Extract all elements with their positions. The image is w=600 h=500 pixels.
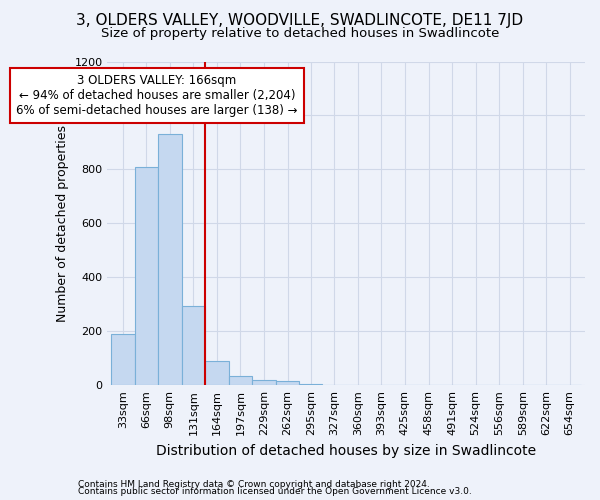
- Text: Size of property relative to detached houses in Swadlincote: Size of property relative to detached ho…: [101, 28, 499, 40]
- Bar: [276, 381, 299, 385]
- Bar: [135, 166, 158, 385]
- Bar: [205, 361, 229, 385]
- Text: 3 OLDERS VALLEY: 166sqm
← 94% of detached houses are smaller (2,204)
6% of semi-: 3 OLDERS VALLEY: 166sqm ← 94% of detache…: [16, 74, 298, 116]
- X-axis label: Distribution of detached houses by size in Swadlincote: Distribution of detached houses by size …: [156, 444, 536, 458]
- Bar: [299, 384, 322, 385]
- Bar: [182, 306, 205, 385]
- Text: Contains HM Land Registry data © Crown copyright and database right 2024.: Contains HM Land Registry data © Crown c…: [78, 480, 430, 489]
- Bar: [252, 380, 276, 385]
- Bar: [229, 376, 252, 385]
- Text: 3, OLDERS VALLEY, WOODVILLE, SWADLINCOTE, DE11 7JD: 3, OLDERS VALLEY, WOODVILLE, SWADLINCOTE…: [76, 12, 524, 28]
- Text: Contains public sector information licensed under the Open Government Licence v3: Contains public sector information licen…: [78, 487, 472, 496]
- Y-axis label: Number of detached properties: Number of detached properties: [56, 125, 69, 322]
- Bar: [111, 334, 135, 385]
- Bar: [158, 134, 182, 385]
